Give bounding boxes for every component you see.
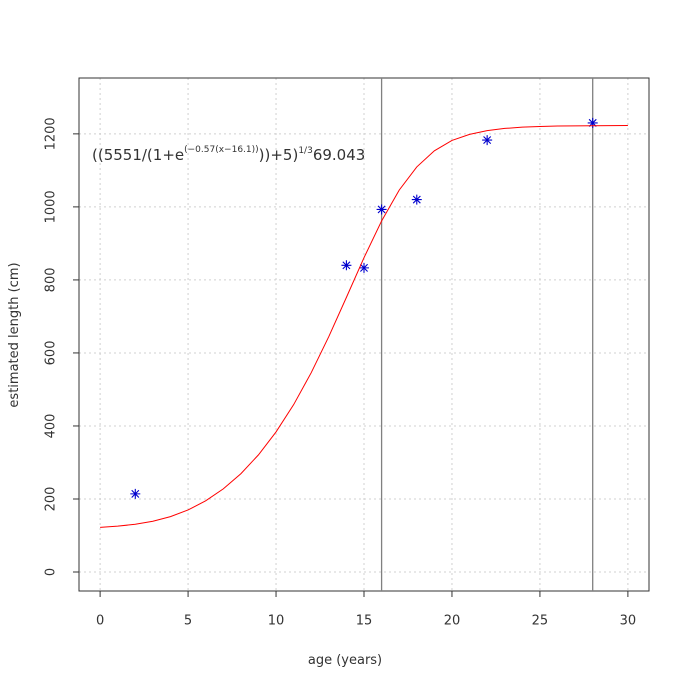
data-point: [482, 135, 493, 146]
fit-curve: [100, 125, 628, 528]
y-tick-label: 800: [44, 267, 59, 292]
x-tick-label: 0: [96, 614, 104, 629]
annotation-text: ((5551/(1+e: [92, 146, 184, 164]
y-tick-label: 1000: [44, 190, 59, 223]
data-point: [376, 204, 387, 215]
data-point: [411, 194, 422, 205]
y-tick-label: 0: [44, 568, 59, 576]
y-tick-label: 1200: [44, 117, 59, 150]
annotation-rest: ))+5): [259, 146, 299, 164]
x-tick-label: 5: [184, 614, 192, 629]
annotation: ((5551/(1+e(−0.57(x−16.1))))+5)1/369.043: [92, 145, 365, 164]
x-tick-label: 20: [444, 614, 461, 629]
x-tick-label: 30: [620, 614, 637, 629]
x-tick-label: 10: [268, 614, 285, 629]
x-axis-label: age (years): [308, 653, 382, 668]
data-point: [587, 117, 598, 128]
data-point: [359, 262, 369, 273]
data-point: [341, 260, 352, 271]
annotation-exponent: (−0.57(x−16.1)): [184, 145, 259, 155]
x-tick-label: 15: [356, 614, 373, 629]
y-tick-label: 600: [44, 341, 59, 366]
y-axis-label: estimated length (cm): [7, 262, 22, 407]
x-tick-label: 25: [532, 614, 549, 629]
data-point: [130, 488, 141, 499]
y-tick-label: 200: [44, 487, 59, 512]
annotation-power: 1/3: [298, 146, 312, 156]
annotation-factor: 69.043: [313, 146, 366, 164]
y-tick-label: 400: [44, 414, 59, 439]
